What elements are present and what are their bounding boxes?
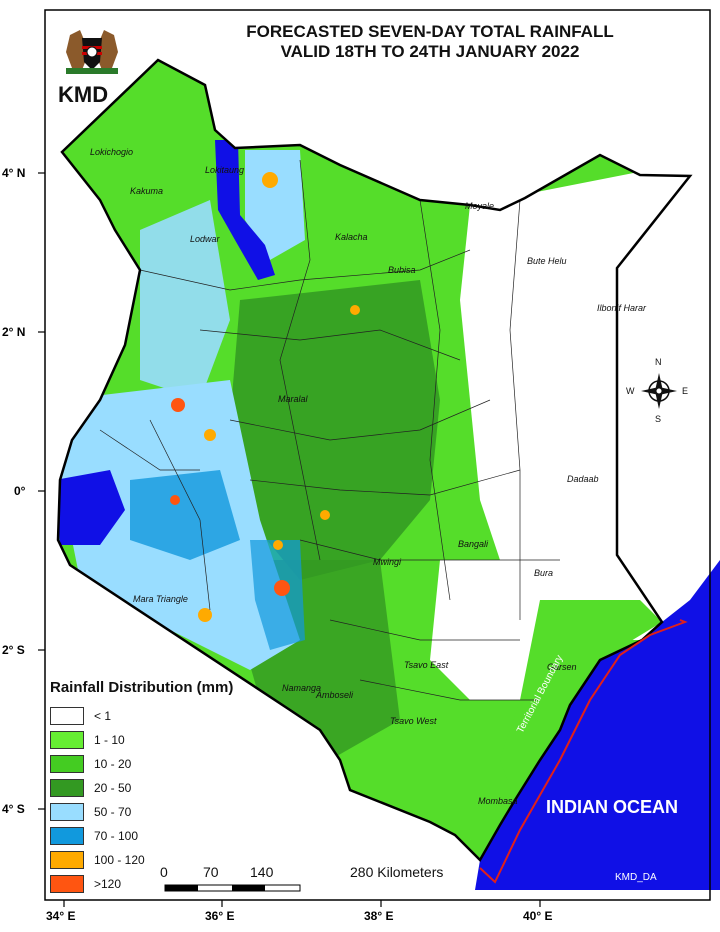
map-border bbox=[44, 9, 711, 901]
legend-label: 100 - 120 bbox=[94, 853, 145, 867]
territorial-boundary-line bbox=[479, 619, 688, 884]
place-label: Bura bbox=[534, 568, 554, 578]
place-label: Tsavo East bbox=[404, 660, 449, 670]
legend-swatch bbox=[50, 851, 84, 869]
compass-w: W bbox=[626, 386, 635, 396]
compass-n: N bbox=[655, 357, 662, 367]
legend-label: >120 bbox=[94, 877, 122, 891]
place-label: Bute Helu bbox=[527, 256, 567, 266]
compass-s: S bbox=[655, 414, 662, 424]
axis-ticks bbox=[38, 172, 541, 907]
legend-item: >120 bbox=[50, 872, 233, 896]
lake-victoria bbox=[58, 470, 125, 545]
place-label: Amboseli bbox=[316, 690, 354, 700]
place-label: Lodwar bbox=[190, 234, 220, 244]
hotspot bbox=[274, 580, 290, 596]
north-wet-zone bbox=[245, 150, 305, 260]
north-arrow bbox=[641, 373, 677, 409]
scale-bar bbox=[164, 884, 301, 892]
place-label: Kakuma bbox=[130, 186, 164, 196]
hotspot bbox=[170, 495, 180, 505]
lon-tick-label: 40° E bbox=[523, 909, 553, 923]
title-line-1: FORECASTED SEVEN-DAY TOTAL RAINFALL bbox=[246, 22, 614, 41]
place-label: Bangali bbox=[458, 539, 489, 549]
lat-tick-label: 0° bbox=[14, 484, 26, 498]
lat-tick-label: 2° S bbox=[2, 643, 25, 657]
lon-tick-label: 36° E bbox=[205, 909, 235, 923]
place-label: Mara Triangle bbox=[133, 594, 188, 604]
legend-swatch bbox=[50, 803, 84, 821]
hotspot bbox=[204, 429, 216, 441]
compass-e: E bbox=[682, 386, 689, 396]
legend-item: 70 - 100 bbox=[50, 824, 233, 848]
lat-tick-label: 4° N bbox=[2, 166, 26, 180]
legend-rows: < 1 1 - 10 10 - 20 20 - 50 50 - 70 70 - 100 10… bbox=[50, 704, 233, 896]
legend-label: 20 - 50 bbox=[94, 781, 132, 795]
place-label: Kalacha bbox=[335, 232, 368, 242]
coat-of-arms-logo bbox=[66, 30, 118, 74]
legend-label: 10 - 20 bbox=[94, 757, 132, 771]
legend-label: 70 - 100 bbox=[94, 829, 139, 843]
place-label: Lokitaung bbox=[205, 165, 245, 175]
northwest-wet-zone bbox=[140, 200, 230, 400]
legend-swatch bbox=[50, 755, 84, 773]
heavy-rain-south bbox=[250, 540, 305, 650]
legend-swatch bbox=[50, 827, 84, 845]
agency-name: KMD bbox=[58, 82, 109, 107]
legend-swatch bbox=[50, 779, 84, 797]
legend-item: < 1 bbox=[50, 704, 233, 728]
credit-label: KMD_DA bbox=[615, 872, 657, 883]
place-label: Maralal bbox=[278, 394, 308, 404]
lon-tick-label: 38° E bbox=[364, 909, 394, 923]
kenya-border bbox=[56, 58, 693, 863]
lat-tick-label: 2° N bbox=[2, 325, 26, 339]
county-boundaries bbox=[99, 159, 560, 701]
lake-turkana bbox=[215, 140, 275, 280]
legend-swatch bbox=[50, 707, 84, 725]
place-label: Mwingi bbox=[373, 557, 402, 567]
title: FORECASTED SEVEN-DAY TOTAL RAINFALL VALI… bbox=[195, 22, 665, 62]
central-zone bbox=[230, 280, 440, 580]
place-label: Moyale bbox=[465, 201, 495, 211]
lat-tick-label: 4° S bbox=[2, 802, 25, 816]
legend-swatch bbox=[50, 731, 84, 749]
legend: Rainfall Distribution (mm) < 1 1 - 10 10 -… bbox=[50, 679, 233, 896]
ocean bbox=[475, 560, 720, 890]
place-label: Lokichogio bbox=[90, 147, 134, 157]
scale-tick-label: 140 bbox=[250, 864, 274, 880]
legend-item: 50 - 70 bbox=[50, 800, 233, 824]
title-line-2: VALID 18TH TO 24TH JANUARY 2022 bbox=[280, 42, 580, 61]
legend-item: 100 - 120 bbox=[50, 848, 233, 872]
place-label: Bubisa bbox=[388, 265, 416, 275]
hotspot bbox=[171, 398, 185, 412]
place-label: Tsavo West bbox=[390, 716, 437, 726]
legend-swatch bbox=[50, 875, 84, 893]
legend-item: 20 - 50 bbox=[50, 776, 233, 800]
place-label: Namanga bbox=[282, 683, 322, 693]
place-label: Garsen bbox=[547, 662, 577, 672]
legend-label: 1 - 10 bbox=[94, 733, 125, 747]
heavy-rain-west bbox=[130, 470, 240, 560]
scale-tick-label: 280 Kilometers bbox=[350, 864, 444, 880]
scale-tick-label: 0 bbox=[160, 864, 168, 880]
legend-item: 1 - 10 bbox=[50, 728, 233, 752]
hotspot bbox=[320, 510, 330, 520]
hotspot bbox=[273, 540, 283, 550]
legend-label: < 1 bbox=[94, 709, 112, 723]
legend-item: 10 - 20 bbox=[50, 752, 233, 776]
hotspot bbox=[350, 305, 360, 315]
ocean-label: INDIAN OCEAN bbox=[546, 797, 679, 817]
legend-label: 50 - 70 bbox=[94, 805, 132, 819]
coastal-strip bbox=[500, 600, 662, 800]
place-label: Ilbonif Harar bbox=[597, 303, 647, 313]
place-label: Dadaab bbox=[567, 474, 599, 484]
hotspot bbox=[262, 172, 278, 188]
lon-tick-label: 34° E bbox=[46, 909, 76, 923]
legend-title: Rainfall Distribution (mm) bbox=[50, 679, 234, 696]
scale-tick-label: 70 bbox=[203, 864, 219, 880]
place-label: Mombasa bbox=[478, 796, 518, 806]
hotspot bbox=[198, 608, 212, 622]
